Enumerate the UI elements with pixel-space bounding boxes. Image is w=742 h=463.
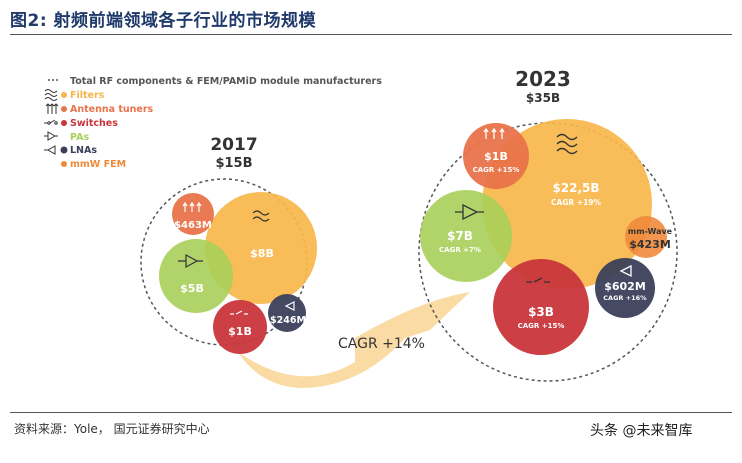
legend-label-total: Total RF components & FEM/PAMiD module m…: [70, 76, 382, 87]
bubble-2017-switches: [213, 300, 267, 354]
cagr-2023-pas: CAGR +7%: [439, 246, 481, 254]
cagr-2023-lnas: CAGR +16%: [603, 294, 647, 302]
cagr-2023-filters: CAGR +19%: [551, 198, 602, 207]
bubble-2023-mmw: [625, 216, 667, 258]
label-2023-mmw-name: mm-Wave: [628, 227, 673, 236]
value-2023-filters: $22,5B: [552, 181, 599, 195]
legend-item-antenna: Antenna tuners: [45, 103, 154, 115]
pa-triangle-icon-2023: [455, 203, 484, 221]
antenna-tuner-icon: [45, 103, 59, 114]
value-2023-mmw: $423M: [629, 238, 671, 251]
value-2023-switches: $3B: [528, 305, 554, 319]
value-2017-antenna: $463M: [174, 220, 212, 231]
overall-cagr-label: CAGR +14%: [338, 336, 425, 352]
legend: Total RF components & FEM/PAMiD module m…: [44, 76, 382, 170]
switch-icon-2023: [526, 277, 550, 283]
lna-triangle-icon: [44, 145, 56, 155]
legend-label-antenna: Antenna tuners: [70, 104, 154, 115]
switch-icon-2017: [230, 310, 248, 315]
legend-item-pas: PAs: [44, 131, 89, 143]
value-2017-lnas: $246M: [270, 315, 306, 326]
bubble-2023-pas: [420, 190, 512, 282]
watermark: 头条 @未来智库: [590, 423, 693, 439]
bubble-group-2023: 2023 $35B $22,5B CAGR +19% $1B CAGR +15%…: [418, 67, 678, 382]
filters-dot-icon: [61, 92, 67, 98]
total-label-2023: $35B: [526, 91, 560, 105]
source-note: 资料来源：Yole， 国元证券研究中心: [14, 422, 210, 436]
cagr-2023-antenna: CAGR +15%: [473, 166, 520, 174]
bubble-group-2017: 2017 $15B $8B $463M $5B $1B $246M: [140, 135, 317, 354]
value-2017-filters: $8B: [250, 247, 274, 260]
legend-item-switches: Switches: [44, 118, 118, 129]
filter-wave-icon-2023: [556, 133, 578, 155]
title-divider: [10, 34, 732, 35]
pa-triangle-icon-2017: [178, 253, 203, 269]
page-title: 图2: 射频前端领域各子行业的市场规模: [10, 11, 317, 31]
bubble-2017-lnas: [268, 294, 306, 332]
pa-triangle-icon: [44, 131, 58, 141]
value-2017-pas: $5B: [180, 282, 204, 295]
antenna-dot-icon: [61, 106, 67, 112]
legend-item-mmw: mmW FEM: [61, 159, 126, 170]
value-2017-switches: $1B: [228, 325, 252, 338]
bubble-2023-lnas: [595, 258, 655, 318]
legend-label-pas: PAs: [70, 132, 89, 143]
footer-divider: [10, 412, 732, 413]
lna-triangle-icon-2017: [284, 301, 295, 311]
bubble-2023-antenna: [463, 123, 529, 189]
growth-arrow: [238, 292, 470, 388]
switches-dot-icon: [61, 120, 67, 126]
bubble-2017-antenna: [172, 193, 214, 235]
filter-wave-icon: [44, 89, 58, 101]
filter-wave-icon-2017: [252, 210, 270, 222]
dot-icon: [61, 161, 67, 167]
bubble-2017-pas: [159, 239, 233, 313]
bubble-2023-switches: [493, 259, 589, 355]
legend-item-total: Total RF components & FEM/PAMiD module m…: [48, 76, 382, 87]
legend-label-filters: Filters: [70, 90, 105, 101]
legend-label-switches: Switches: [70, 118, 118, 129]
antenna-tuner-icon-2023: [483, 127, 505, 139]
legend-label-mmw: mmW FEM: [70, 159, 126, 170]
year-label-2023: 2023: [515, 67, 571, 91]
lnas-dot-icon: [60, 146, 68, 154]
value-2023-lnas: $602M: [604, 280, 646, 293]
lna-triangle-icon-2023: [619, 264, 632, 278]
legend-item-lnas: LNAs: [44, 145, 97, 156]
value-2023-pas: $7B: [447, 229, 473, 243]
legend-label-lnas: LNAs: [70, 145, 97, 156]
cagr-2023-switches: CAGR +15%: [518, 322, 565, 330]
switch-icon: [44, 119, 58, 125]
antenna-tuner-icon-2017: [182, 201, 202, 212]
legend-item-filters: Filters: [44, 89, 105, 101]
value-2023-antenna: $1B: [484, 150, 508, 163]
total-label-2017: $15B: [215, 156, 252, 171]
year-label-2017: 2017: [210, 135, 257, 155]
